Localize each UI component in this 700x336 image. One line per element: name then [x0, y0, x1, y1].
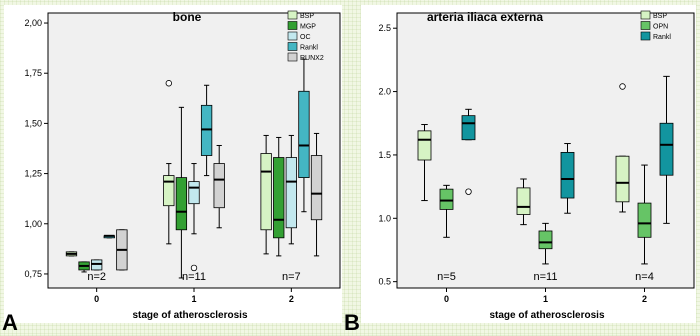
legend-label: Rankl — [653, 34, 671, 41]
chart-b-svg: arteria iliaca externa 0.5 1.0 1.5 2.0 2.5 0 n=… — [378, 10, 695, 321]
x-tick-label: 0 — [444, 294, 449, 304]
n-label: n=11 — [534, 271, 558, 283]
box-opn — [439, 188, 454, 210]
legend-swatch — [287, 21, 298, 30]
legend-label: Rankl — [300, 45, 318, 52]
y-tick-label: 1.0 — [378, 213, 391, 223]
legend-swatch — [640, 10, 651, 20]
x-axis-label: stage of atherosclerosis — [132, 310, 247, 321]
chart-a-svg: bone 0,75 1,00 1,25 1,50 1,75 2,00 0 n=2 1 n=11 2 n=… — [24, 10, 341, 321]
chart-title: bone — [173, 10, 202, 24]
x-tick-label: 1 — [543, 294, 548, 304]
n-label: n=2 — [87, 271, 106, 283]
legend-swatch — [287, 31, 298, 41]
box-rankl — [461, 115, 476, 141]
n-label: n=11 — [182, 271, 206, 283]
chart-panel-a: bone 0,75 1,00 1,25 1,50 1,75 2,00 0 n=2 1 n=11 2 n=… — [4, 5, 342, 323]
legend: BSP OPN Rankl — [640, 10, 671, 41]
legend-swatch — [287, 42, 298, 51]
box-oc — [188, 181, 200, 205]
y-tick-label: 2,00 — [24, 18, 42, 28]
legend-label: MGP — [300, 24, 316, 31]
box-opn — [637, 202, 652, 238]
panel-label-b: B — [344, 310, 360, 335]
outlier-point — [190, 264, 198, 272]
box-runx2 — [310, 155, 323, 221]
y-tick-label: 1,75 — [24, 68, 42, 78]
outlier-point — [465, 188, 472, 195]
outlier-point — [619, 83, 626, 90]
n-label: n=4 — [635, 271, 654, 283]
y-tick-label: 0.5 — [378, 277, 391, 287]
y-tick-label: 1,00 — [24, 219, 42, 229]
legend-label: BSP — [653, 13, 667, 20]
panel-label-a: A — [2, 310, 18, 335]
y-tick-label: 1.5 — [378, 150, 391, 160]
y-tick-label: 2.5 — [378, 23, 391, 33]
legend-swatch — [287, 10, 298, 20]
box-rankl — [200, 104, 213, 156]
box-bsp — [516, 187, 531, 215]
n-label: n=7 — [282, 271, 301, 283]
x-axis-label: stage of atherosclerosis — [489, 310, 604, 321]
legend-label: BSP — [300, 13, 314, 20]
chart-title: arteria iliaca externa — [427, 10, 543, 24]
box-mgp — [273, 157, 285, 239]
box-bsp — [615, 155, 630, 203]
box-opn — [538, 230, 553, 250]
box-runx2 — [213, 163, 225, 209]
legend-label: OPN — [653, 24, 668, 31]
y-tick-label: 1,25 — [24, 169, 42, 179]
legend-swatch — [640, 21, 651, 30]
box-mgp — [175, 177, 188, 231]
box-rankl — [560, 152, 575, 199]
box-bsp — [417, 130, 432, 161]
y-tick-label: 2.0 — [378, 87, 391, 97]
chart-panel-b: arteria iliaca externa 0.5 1.0 1.5 2.0 2.5 0 n=… — [361, 5, 696, 323]
box-oc — [91, 259, 103, 271]
x-tick-label: 2 — [642, 294, 647, 304]
box-bsp — [163, 175, 175, 207]
y-tick-label: 1,50 — [24, 118, 42, 128]
box-rankl — [298, 90, 310, 178]
x-tick-label: 0 — [94, 294, 99, 304]
box-bsp — [260, 153, 272, 231]
box-oc — [285, 157, 297, 229]
legend-swatch — [640, 31, 651, 41]
box-rankl — [659, 122, 674, 176]
outlier-point — [165, 80, 172, 87]
x-tick-label: 2 — [289, 294, 294, 304]
x-tick-label: 1 — [191, 294, 196, 304]
legend-swatch — [287, 52, 298, 62]
legend: BSP MGP OC Rankl RUNX2 — [287, 10, 324, 62]
n-label: n=5 — [437, 271, 456, 283]
y-tick-label: 0,75 — [24, 269, 42, 279]
legend-label: OC — [300, 34, 311, 41]
legend-label: RUNX2 — [300, 55, 324, 62]
